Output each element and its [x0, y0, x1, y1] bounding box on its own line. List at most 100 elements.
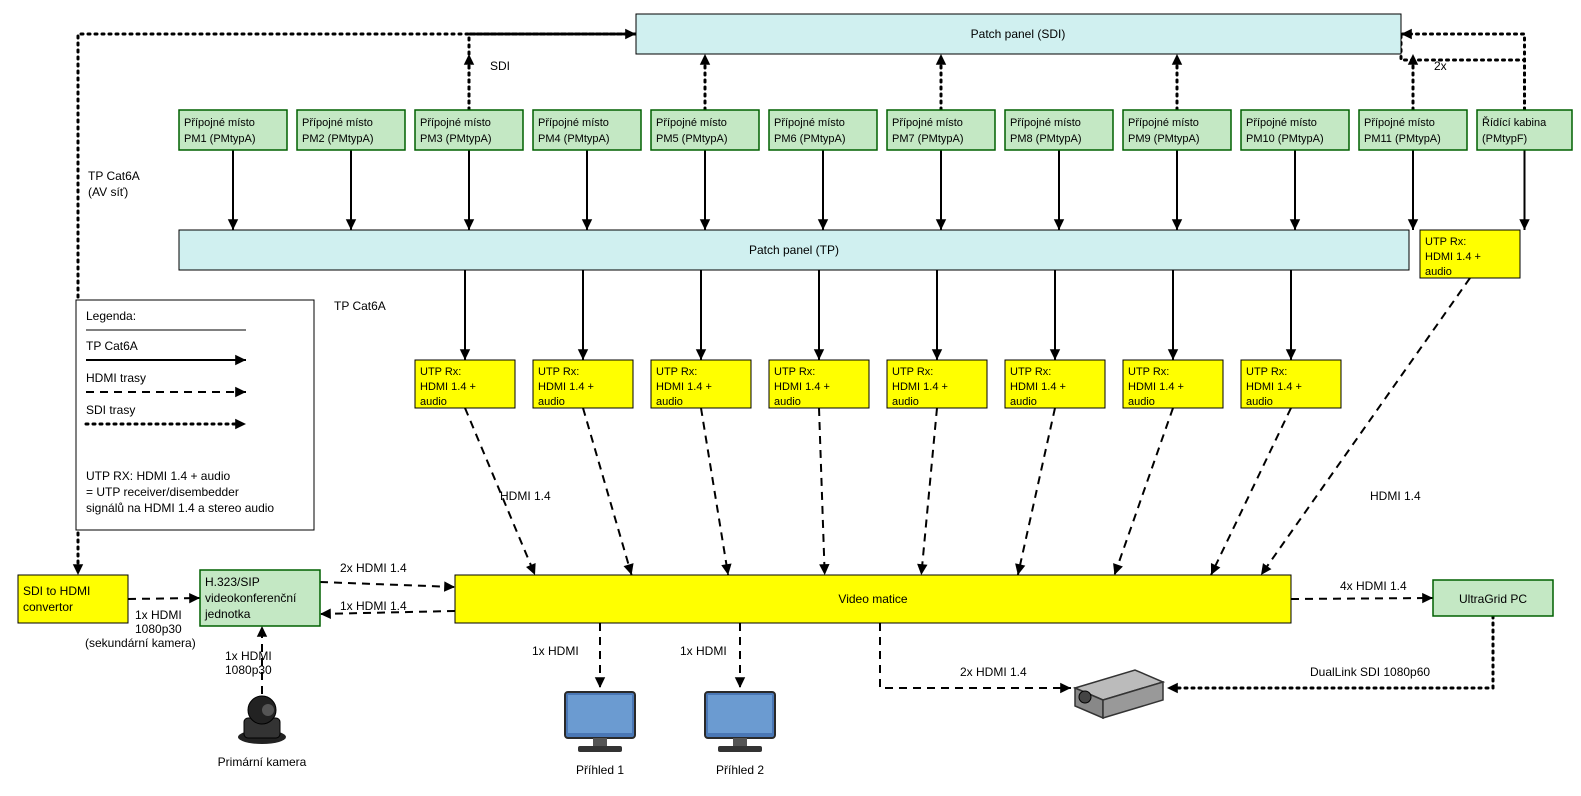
- utp-rx-8: UTP Rx: HDMI 1.4 + audio: [1005, 360, 1105, 408]
- svg-text:(PMtypF): (PMtypF): [1482, 133, 1527, 145]
- svg-text:HDMI trasy: HDMI trasy: [86, 371, 146, 385]
- svg-text:Přípojné místo: Přípojné místo: [1364, 117, 1435, 129]
- svg-text:PM2 (PMtypA): PM2 (PMtypA): [302, 133, 374, 145]
- ultragrid-pc: UltraGrid PC: [1433, 580, 1553, 616]
- svg-text:Přípojné místo: Přípojné místo: [184, 117, 255, 129]
- svg-text:PM10 (PMtypA): PM10 (PMtypA): [1246, 133, 1324, 145]
- svg-text:audio: audio: [774, 396, 801, 408]
- h323-sip-unit: H.323/SIPvideokonferenčníjednotka: [200, 570, 320, 626]
- svg-text:HDMI 1.4 +: HDMI 1.4 +: [1425, 251, 1481, 263]
- svg-text:audio: audio: [1425, 266, 1452, 278]
- svg-text:TP Cat6A: TP Cat6A: [334, 299, 386, 313]
- svg-text:PM11 (PMtypA): PM11 (PMtypA): [1364, 133, 1441, 145]
- pm6-box: Přípojné místo PM6 (PMtypA): [769, 110, 877, 150]
- svg-text:UTP Rx:: UTP Rx:: [1010, 366, 1051, 378]
- preview-monitor-2: Příhled 2: [705, 692, 775, 777]
- svg-text:2x: 2x: [1434, 59, 1447, 73]
- svg-text:(sekundární kamera): (sekundární kamera): [85, 636, 196, 650]
- svg-text:HDMI 1.4 +: HDMI 1.4 +: [892, 381, 948, 393]
- control-cabin-box: Řídící kabina (PMtypF): [1477, 110, 1572, 150]
- svg-text:Přípojné místo: Přípojné místo: [656, 117, 727, 129]
- svg-text:Přípojné místo: Přípojné místo: [420, 117, 491, 129]
- svg-text:1x HDMI: 1x HDMI: [680, 644, 727, 658]
- svg-text:HDMI 1.4 +: HDMI 1.4 +: [420, 381, 476, 393]
- svg-text:audio: audio: [1128, 396, 1155, 408]
- primary-camera-icon: Primární kamera: [218, 696, 307, 769]
- svg-text:UltraGrid PC: UltraGrid PC: [1459, 592, 1527, 606]
- svg-text:Řídící kabina: Řídící kabina: [1482, 116, 1547, 129]
- svg-text:HDMI 1.4: HDMI 1.4: [1370, 489, 1421, 503]
- svg-text:audio: audio: [892, 396, 919, 408]
- svg-text:HDMI 1.4 +: HDMI 1.4 +: [774, 381, 830, 393]
- svg-text:Přípojné místo: Přípojné místo: [538, 117, 609, 129]
- svg-text:HDMI 1.4 +: HDMI 1.4 +: [1128, 381, 1184, 393]
- svg-text:TP Cat6A: TP Cat6A: [88, 169, 140, 183]
- svg-text:Přípojné místo: Přípojné místo: [1128, 117, 1199, 129]
- svg-text:Video matice: Video matice: [838, 592, 907, 606]
- svg-text:audio: audio: [538, 396, 565, 408]
- svg-text:Příhled 2: Příhled 2: [716, 763, 764, 777]
- svg-text:audio: audio: [420, 396, 447, 408]
- utp-rx-6: UTP Rx: HDMI 1.4 + audio: [769, 360, 869, 408]
- svg-text:1x HDMI: 1x HDMI: [225, 649, 272, 663]
- pm5-box: Přípojné místo PM5 (PMtypA): [651, 110, 759, 150]
- svg-text:Primární kamera: Primární kamera: [218, 755, 307, 769]
- svg-text:Přípojné místo: Přípojné místo: [302, 117, 373, 129]
- pm1-box: Přípojné místo PM1 (PMtypA): [179, 110, 287, 150]
- svg-text:4x HDMI 1.4: 4x HDMI 1.4: [1340, 579, 1407, 593]
- legend: Legenda:TP Cat6AHDMI trasySDI trasyUTP R…: [76, 300, 314, 530]
- patch-panel-tp: Patch panel (TP): [179, 230, 1409, 270]
- svg-text:1x HDMI: 1x HDMI: [532, 644, 579, 658]
- pm2-box: Přípojné místo PM2 (PMtypA): [297, 110, 405, 150]
- svg-text:jednotka: jednotka: [204, 607, 251, 621]
- svg-text:Legenda:: Legenda:: [86, 309, 136, 323]
- utp-rx-9: UTP Rx: HDMI 1.4 + audio: [1123, 360, 1223, 408]
- svg-text:1080p30: 1080p30: [225, 663, 272, 677]
- svg-text:audio: audio: [1010, 396, 1037, 408]
- svg-text:PM7 (PMtypA): PM7 (PMtypA): [892, 133, 964, 145]
- svg-text:1x HDMI: 1x HDMI: [135, 608, 182, 622]
- svg-text:HDMI 1.4 +: HDMI 1.4 +: [538, 381, 594, 393]
- svg-text:PM5 (PMtypA): PM5 (PMtypA): [656, 133, 728, 145]
- pm3-box: Přípojné místo PM3 (PMtypA): [415, 110, 523, 150]
- svg-text:2x HDMI 1.4: 2x HDMI 1.4: [340, 561, 407, 575]
- pm11-box: Přípojné místo PM11 (PMtypA): [1359, 110, 1467, 150]
- svg-text:audio: audio: [1246, 396, 1273, 408]
- svg-text:PM6 (PMtypA): PM6 (PMtypA): [774, 133, 846, 145]
- video-matrix: Video matice: [455, 575, 1291, 623]
- svg-text:UTP Rx:: UTP Rx:: [892, 366, 933, 378]
- svg-text:2x HDMI 1.4: 2x HDMI 1.4: [960, 665, 1027, 679]
- svg-text:UTP Rx:: UTP Rx:: [774, 366, 815, 378]
- svg-text:convertor: convertor: [23, 600, 73, 614]
- svg-text:UTP Rx:: UTP Rx:: [1246, 366, 1287, 378]
- svg-text:Přípojné místo: Přípojné místo: [774, 117, 845, 129]
- utp-rx-10: UTP Rx:HDMI 1.4 +audio: [1241, 360, 1341, 408]
- utp-rx-7: UTP Rx: HDMI 1.4 + audio: [887, 360, 987, 408]
- svg-text:PM1 (PMtypA): PM1 (PMtypA): [184, 133, 256, 145]
- svg-text:videokonferenční: videokonferenční: [205, 591, 297, 605]
- svg-text:PM3 (PMtypA): PM3 (PMtypA): [420, 133, 492, 145]
- svg-text:Přípojné místo: Přípojné místo: [1010, 117, 1081, 129]
- svg-text:(AV síť): (AV síť): [88, 185, 128, 199]
- utp-rx-4: UTP Rx:HDMI 1.4 +audio: [533, 360, 633, 408]
- patch-panel-sdi: Patch panel (SDI): [636, 14, 1401, 54]
- svg-text:Přípojné místo: Přípojné místo: [1246, 117, 1317, 129]
- svg-text:SDI to HDMI: SDI to HDMI: [23, 584, 90, 598]
- svg-text:Příhled 1: Příhled 1: [576, 763, 624, 777]
- svg-text:UTP Rx:: UTP Rx:: [1425, 236, 1466, 248]
- pm8-box: Přípojné místoPM8 (PMtypA): [1005, 110, 1113, 150]
- svg-text:audio: audio: [656, 396, 683, 408]
- svg-text:Patch panel (TP): Patch panel (TP): [749, 243, 839, 257]
- svg-text:DualLink SDI 1080p60: DualLink SDI 1080p60: [1310, 665, 1430, 679]
- svg-text:UTP Rx:: UTP Rx:: [1128, 366, 1169, 378]
- svg-text:PM9 (PMtypA): PM9 (PMtypA): [1128, 133, 1200, 145]
- svg-text:Patch panel (SDI): Patch panel (SDI): [971, 27, 1066, 41]
- svg-text:1x HDMI 1.4: 1x HDMI 1.4: [340, 599, 407, 613]
- svg-text:HDMI 1.4 +: HDMI 1.4 +: [1010, 381, 1066, 393]
- utp-rx-3: UTP Rx: HDMI 1.4 + audio: [415, 360, 515, 408]
- svg-text:UTP RX: HDMI 1.4 + audio: UTP RX: HDMI 1.4 + audio: [86, 469, 230, 483]
- utp-rx-5: UTP Rx:HDMI 1.4 +audio: [651, 360, 751, 408]
- svg-text:UTP Rx:: UTP Rx:: [420, 366, 461, 378]
- svg-text:signálů na HDMI 1.4 a stereo a: signálů na HDMI 1.4 a stereo audio: [86, 501, 274, 515]
- svg-text:= UTP receiver/disembedder: = UTP receiver/disembedder: [86, 485, 239, 499]
